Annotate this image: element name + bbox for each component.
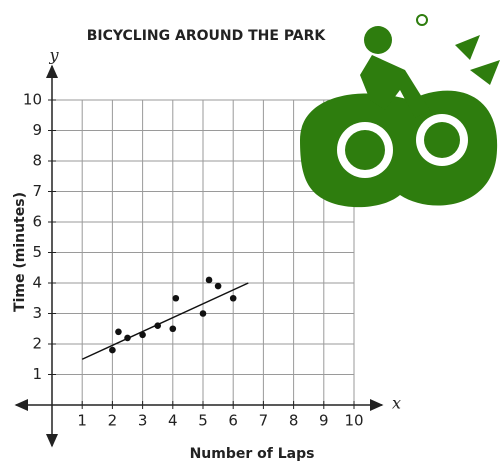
x-axis-title: Number of Laps	[190, 446, 315, 462]
x-tick-label: 7	[259, 412, 269, 430]
y-tick-label: 1	[32, 365, 42, 383]
point	[124, 334, 131, 342]
x-tick-label: 9	[319, 412, 329, 430]
chart-title: BICYCLING AROUND THE PARK	[87, 28, 327, 44]
y-tick-label: 8	[32, 152, 42, 170]
y-tick-label: 5	[32, 243, 42, 261]
x-tick-label: 2	[108, 412, 118, 430]
point	[172, 294, 180, 302]
y-axis-title: Time (minutes)	[12, 192, 28, 312]
point	[199, 310, 207, 317]
x-tick-label: 10	[344, 412, 363, 430]
y-tick-label: 2	[32, 335, 42, 353]
x-tick-label: 4	[168, 412, 178, 430]
point	[139, 331, 146, 339]
x-tick-label: 3	[138, 412, 148, 430]
y-tick-label: 4	[32, 274, 42, 292]
point	[115, 328, 122, 336]
y-tick-label: 6	[32, 213, 42, 231]
y-tick-label: 10	[23, 91, 42, 109]
point	[214, 282, 222, 290]
y-tick-label: 7	[32, 182, 42, 200]
point	[169, 325, 177, 333]
point	[229, 294, 237, 302]
x-tick-label: 1	[77, 412, 87, 430]
cyclist-icon	[300, 14, 500, 208]
point	[205, 276, 213, 284]
y-tick-label: 9	[32, 121, 42, 139]
y-tick-label: 3	[32, 304, 42, 322]
x-tick-label: 8	[289, 412, 299, 430]
point	[109, 346, 116, 354]
x-tick-label: 5	[198, 412, 208, 430]
x-tick-label: 6	[228, 412, 238, 430]
point	[154, 322, 161, 330]
y-axis-name: y	[48, 46, 59, 65]
trend-line	[81, 282, 249, 360]
x-axis-name: x	[392, 394, 401, 413]
